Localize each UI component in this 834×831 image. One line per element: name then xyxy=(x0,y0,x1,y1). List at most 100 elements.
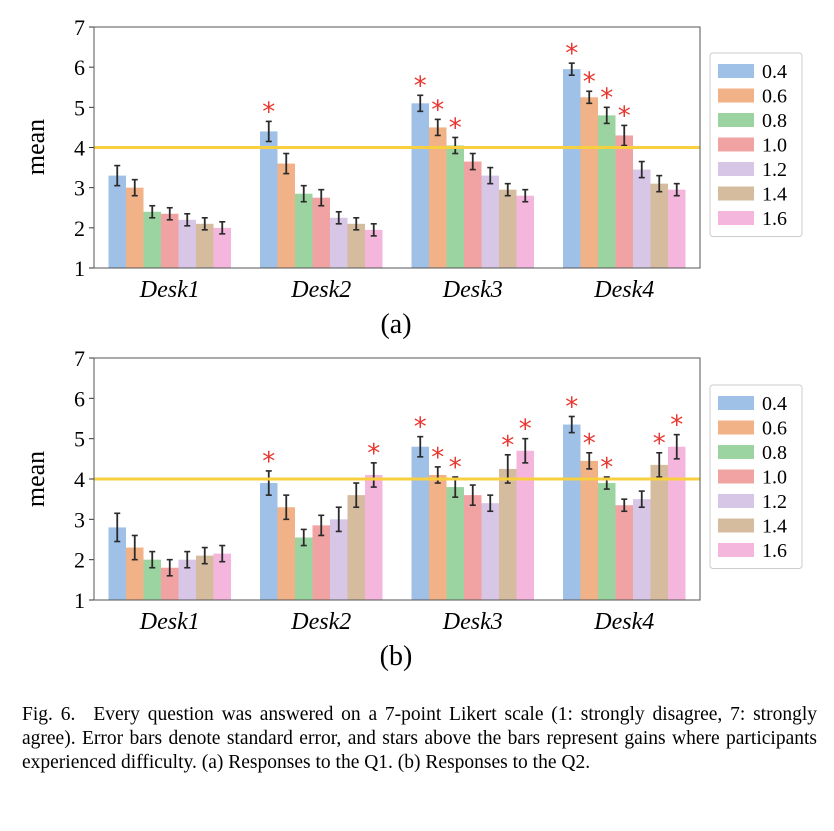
bar-desk4-0_8 xyxy=(598,115,616,268)
category-label: Desk4 xyxy=(593,609,654,635)
legend-swatch xyxy=(718,445,754,459)
bar-desk1-0_6 xyxy=(126,187,144,268)
bar-desk4-0_8 xyxy=(598,483,616,600)
bar-desk2-1_4 xyxy=(347,495,365,600)
bar-desk3-1_4 xyxy=(499,189,517,268)
significance-star: * xyxy=(600,83,613,113)
significance-star: * xyxy=(449,113,462,143)
y-tick-label: 6 xyxy=(74,55,85,80)
caption-lead: Fig. 6. xyxy=(22,704,76,725)
legend-swatch xyxy=(718,162,754,176)
panel-label: (b) xyxy=(380,641,413,672)
significance-star: * xyxy=(583,429,596,459)
bar-desk2-1_4 xyxy=(347,223,365,268)
bar-desk4-1_6 xyxy=(668,189,686,268)
legend-label: 1.2 xyxy=(762,159,787,181)
y-tick-label: 5 xyxy=(74,427,85,452)
bar-desk3-1_6 xyxy=(516,195,534,268)
y-tick-label: 5 xyxy=(74,95,85,120)
bar-desk1-0_4 xyxy=(108,175,126,268)
bar-desk3-1_2 xyxy=(481,175,499,268)
y-tick-label: 1 xyxy=(74,256,85,281)
significance-star: * xyxy=(449,453,462,483)
y-tick-label: 3 xyxy=(74,176,85,201)
category-label: Desk2 xyxy=(290,609,351,635)
bar-desk1-0_6 xyxy=(126,547,144,600)
y-tick-label: 3 xyxy=(74,507,85,532)
legend-label: 0.6 xyxy=(762,418,787,440)
significance-star: * xyxy=(367,439,380,469)
legend-label: 1.4 xyxy=(762,184,787,206)
category-label: Desk2 xyxy=(290,277,351,303)
y-tick-label: 2 xyxy=(74,216,85,241)
legend-label: 0.4 xyxy=(762,61,787,83)
significance-star: * xyxy=(600,453,613,483)
legend-label: 0.4 xyxy=(762,393,787,415)
significance-star: * xyxy=(414,71,427,101)
y-tick-label: 4 xyxy=(74,136,85,161)
bar-desk1-1_4 xyxy=(196,223,214,268)
bar-desk4-0_4 xyxy=(563,69,581,268)
figure-caption: Fig. 6. Every question was answered on a … xyxy=(22,703,817,775)
bar-desk4-0_6 xyxy=(580,97,598,269)
bar-desk3-1_6 xyxy=(516,450,534,600)
significance-star: * xyxy=(501,431,514,461)
significance-star: * xyxy=(431,443,444,473)
bar-desk3-1_0 xyxy=(464,161,482,268)
bar-desk4-1_4 xyxy=(650,183,668,268)
bar-desk3-1_2 xyxy=(481,503,499,600)
category-label: Desk1 xyxy=(139,609,200,635)
bar-desk3-0_4 xyxy=(411,103,429,268)
bar-desk1-1_0 xyxy=(161,567,179,600)
bar-desk1-0_4 xyxy=(108,527,126,600)
significance-star: * xyxy=(565,39,578,69)
bar-desk1-1_6 xyxy=(213,553,231,600)
bar-desk1-1_0 xyxy=(161,213,179,268)
legend-label: 1.0 xyxy=(762,135,787,157)
bar-desk3-0_6 xyxy=(429,474,447,600)
legend-swatch xyxy=(718,113,754,127)
bar-desk2-1_6 xyxy=(365,474,383,600)
bar-desk2-1_0 xyxy=(312,197,330,268)
bar-desk4-1_2 xyxy=(633,499,651,600)
caption-text: Every question was answered on a 7-point… xyxy=(22,704,818,773)
significance-star: * xyxy=(519,415,532,445)
bar-desk2-1_0 xyxy=(312,525,330,600)
category-label: Desk3 xyxy=(442,609,503,635)
category-label: Desk3 xyxy=(442,277,503,303)
significance-star: * xyxy=(670,411,683,441)
bar-desk3-0_8 xyxy=(446,145,464,268)
significance-star: * xyxy=(618,101,631,131)
significance-star: * xyxy=(414,413,427,443)
legend-swatch xyxy=(718,64,754,78)
y-tick-label: 7 xyxy=(74,15,85,40)
category-label: Desk4 xyxy=(593,277,654,303)
bar-desk4-1_0 xyxy=(615,505,633,600)
bar-desk1-1_6 xyxy=(213,227,231,268)
bar-desk1-1_2 xyxy=(178,219,196,268)
legend-label: 0.8 xyxy=(762,110,787,132)
bar-desk3-1_4 xyxy=(499,468,517,600)
bar-desk4-0_4 xyxy=(563,424,581,600)
legend-swatch xyxy=(718,88,754,103)
figure-canvas: mean 1234567Desk1*Desk2***Desk3****Desk4… xyxy=(21,15,803,672)
legend-swatch xyxy=(718,494,754,508)
legend-swatch xyxy=(718,137,754,152)
legend-swatch xyxy=(718,396,754,410)
y-tick-label: 6 xyxy=(74,386,85,411)
legend-label: 1.0 xyxy=(762,467,787,489)
bar-desk3-0_4 xyxy=(411,446,429,600)
y-tick-label: 4 xyxy=(74,467,85,492)
bar-desk3-0_8 xyxy=(446,487,464,600)
bar-desk1-1_4 xyxy=(196,555,214,600)
significance-star: * xyxy=(431,95,444,125)
bar-desk4-0_6 xyxy=(580,460,598,600)
bar-desk3-1_0 xyxy=(464,495,482,600)
bar-desk4-1_0 xyxy=(615,135,633,268)
bar-desk2-1_2 xyxy=(330,217,348,268)
legend-label: 0.6 xyxy=(762,86,787,108)
bar-desk1-0_8 xyxy=(143,559,161,600)
significance-star: * xyxy=(262,97,275,127)
legend-swatch xyxy=(718,518,754,533)
